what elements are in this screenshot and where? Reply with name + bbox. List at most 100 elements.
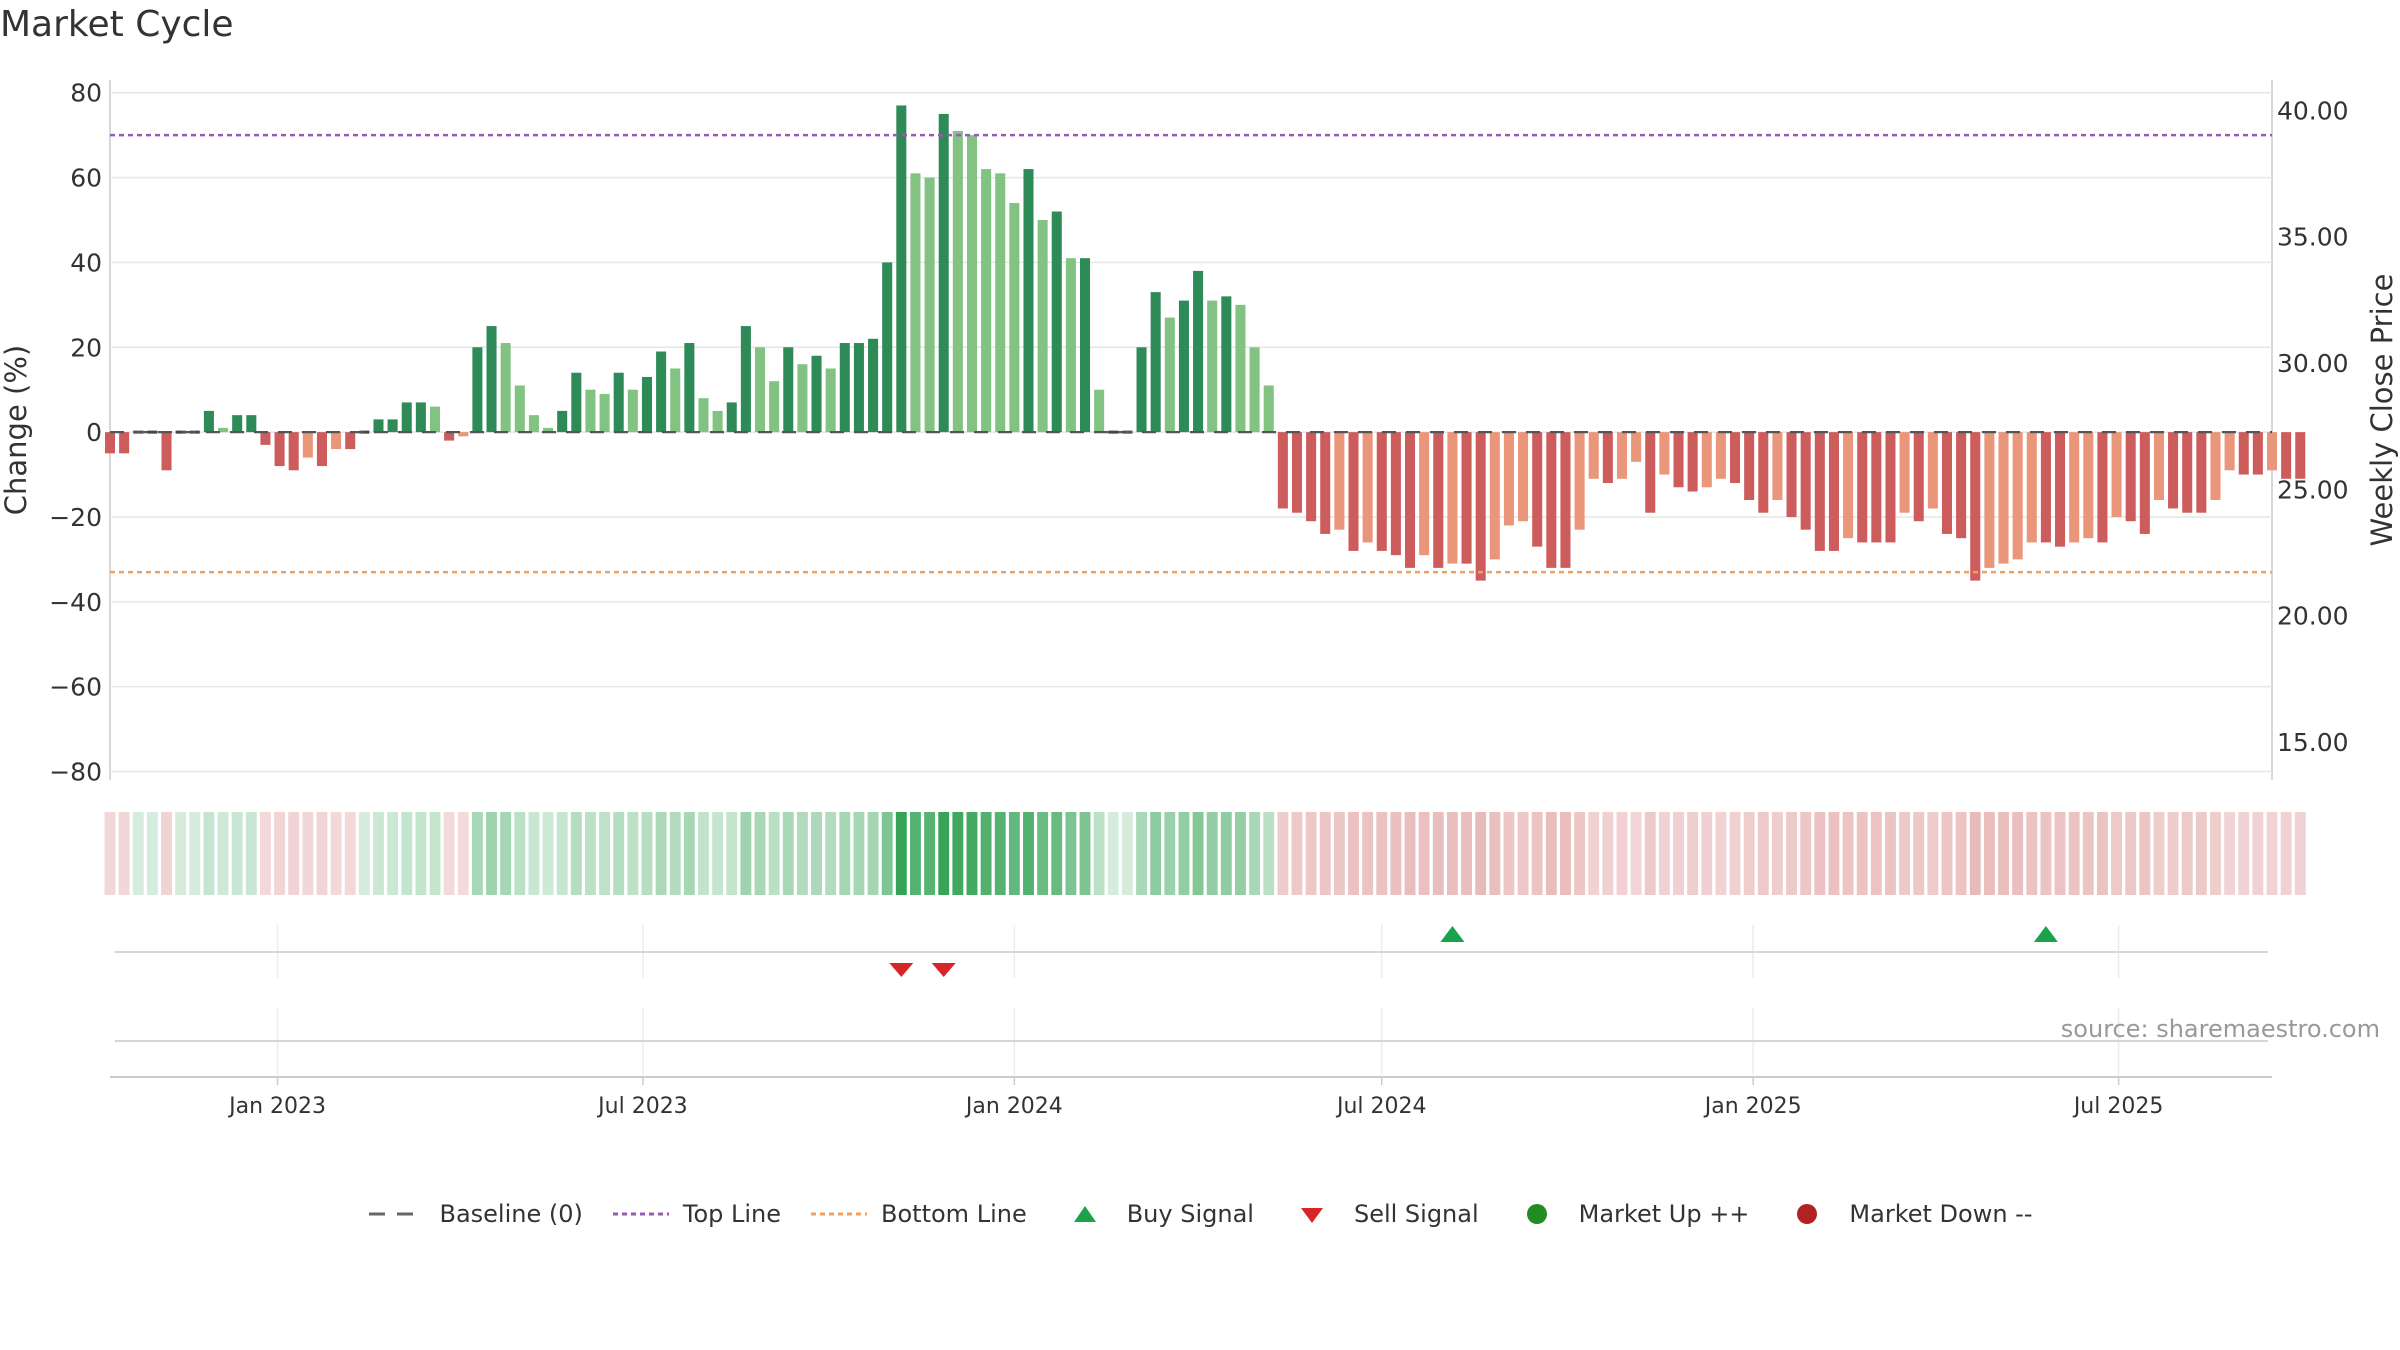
x-tick-label: Jan 2023 — [227, 1094, 326, 1119]
heat-cell — [1899, 812, 1911, 895]
bar — [656, 351, 667, 433]
bar — [345, 432, 356, 450]
bar — [1616, 432, 1628, 479]
heat-cell — [938, 812, 950, 895]
bar — [2295, 432, 2306, 479]
bar — [2012, 432, 2023, 560]
bar — [1023, 169, 1034, 433]
heat-cell — [542, 812, 554, 895]
heat-cell — [486, 812, 497, 895]
sell-signal-marker — [889, 963, 914, 977]
bar — [387, 419, 398, 433]
heat-cell — [1220, 812, 1232, 895]
bar — [429, 406, 441, 433]
bar — [2069, 432, 2080, 543]
bar — [769, 381, 780, 433]
market-up-dot-icon — [1526, 1204, 1547, 1224]
heat-cell — [712, 812, 724, 895]
heat-cell — [895, 812, 907, 895]
heat-cell — [330, 812, 342, 895]
heat-cell — [754, 812, 766, 895]
bar — [1659, 432, 1670, 475]
heat-cell — [2167, 812, 2179, 895]
bar — [2040, 432, 2051, 543]
heat-cell — [1418, 812, 1430, 895]
heat-cell — [146, 812, 158, 895]
heat-cell — [1107, 812, 1119, 895]
bar — [514, 385, 525, 433]
bar — [868, 338, 879, 433]
bar — [1560, 432, 1571, 568]
heat-cell — [867, 812, 879, 895]
bar — [853, 343, 864, 433]
heat-cell — [2012, 812, 2024, 895]
bar — [246, 415, 257, 433]
bar-zero — [1108, 430, 1119, 434]
bar — [1885, 432, 1896, 543]
bar — [1857, 432, 1868, 543]
bar — [2139, 432, 2150, 534]
x-tick-label: Jan 2025 — [1703, 1094, 1802, 1119]
bar — [825, 368, 836, 433]
heat-cell — [1560, 812, 1571, 895]
bar — [952, 130, 963, 433]
heat-cell — [1079, 812, 1091, 895]
heat-cell — [1545, 812, 1557, 895]
heat-cell — [175, 812, 187, 895]
heat-cell — [1446, 812, 1458, 895]
market-cycle-chart: 80 60 40 20 0 −20 −40 −60 −80 40.00 35.00 30.00 25.0… — [0, 79, 2399, 1119]
bar — [1970, 432, 1981, 581]
bar — [373, 419, 384, 433]
bar — [882, 262, 893, 433]
heat-cell — [2181, 812, 2193, 895]
heat-cell — [1955, 812, 1967, 895]
heat-cell — [1856, 812, 1868, 895]
heat-cell — [1390, 812, 1402, 895]
bar — [995, 173, 1006, 433]
heat-cell — [910, 812, 921, 895]
bar — [641, 376, 652, 433]
bar — [698, 398, 709, 433]
bottom-line-dotted-icon — [811, 1212, 868, 1216]
bar — [1306, 432, 1317, 522]
heat-cell — [415, 812, 427, 895]
heat-cell — [2139, 812, 2151, 895]
legend-market-up: Market Up ++ — [1507, 1200, 1749, 1228]
bar — [1786, 432, 1797, 517]
heat-cell — [2238, 812, 2250, 895]
heat-cell — [1235, 812, 1246, 895]
legend-baseline-label: Baseline (0) — [439, 1200, 583, 1228]
heat-cell — [2224, 812, 2236, 895]
heat-cell — [599, 812, 611, 895]
top-line-dotted-icon — [612, 1212, 669, 1216]
bar — [1518, 432, 1529, 522]
bar — [1235, 304, 1246, 433]
heat-cell — [500, 812, 512, 895]
bar — [981, 169, 992, 433]
heat-cell — [1800, 812, 1812, 895]
bar — [1758, 432, 1769, 513]
bar — [1687, 432, 1698, 492]
heat-cell — [1150, 812, 1162, 895]
heat-cell — [585, 812, 596, 895]
bar — [2266, 432, 2278, 471]
heat-cell — [2280, 812, 2292, 895]
bar — [613, 372, 624, 433]
heat-cell — [1743, 812, 1755, 895]
heat-cell — [2195, 812, 2207, 895]
bar — [1150, 292, 1161, 433]
bar — [1221, 296, 1232, 433]
legend-top-line: Top Line — [611, 1200, 781, 1228]
heat-cell — [401, 812, 413, 895]
heat-cell — [1644, 812, 1656, 895]
heat-cell — [1574, 812, 1586, 895]
bar — [2026, 432, 2037, 543]
heat-cell — [118, 812, 130, 895]
heat-cell — [1673, 812, 1684, 895]
legend-bottom-line-label: Bottom Line — [881, 1200, 1027, 1228]
heat-cell — [1531, 812, 1543, 895]
bar — [1178, 300, 1189, 433]
y-tick-label: 60 — [70, 164, 102, 193]
bar — [684, 343, 695, 433]
heat-cell — [1475, 812, 1487, 895]
